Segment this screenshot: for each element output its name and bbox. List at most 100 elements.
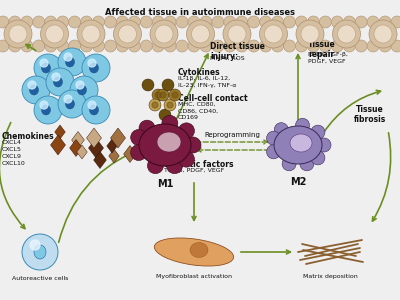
- Circle shape: [0, 16, 9, 28]
- Circle shape: [165, 82, 171, 88]
- Circle shape: [162, 112, 168, 118]
- Circle shape: [58, 90, 86, 118]
- Circle shape: [260, 16, 272, 28]
- Circle shape: [57, 40, 69, 52]
- Circle shape: [296, 118, 310, 132]
- Circle shape: [185, 137, 201, 153]
- Circle shape: [22, 234, 58, 270]
- Ellipse shape: [30, 85, 38, 95]
- Circle shape: [200, 40, 212, 52]
- Circle shape: [308, 16, 320, 28]
- Circle shape: [266, 131, 280, 145]
- Circle shape: [76, 81, 84, 89]
- Text: Reprogramming: Reprogramming: [204, 132, 260, 138]
- Ellipse shape: [157, 132, 181, 152]
- Circle shape: [45, 16, 57, 28]
- Circle shape: [319, 40, 331, 52]
- Text: Cytokines: Cytokines: [178, 68, 221, 77]
- Circle shape: [80, 16, 92, 28]
- Circle shape: [296, 40, 308, 52]
- Circle shape: [188, 16, 200, 28]
- Circle shape: [167, 102, 173, 108]
- Circle shape: [40, 101, 48, 109]
- Circle shape: [379, 40, 391, 52]
- Circle shape: [28, 81, 36, 89]
- Circle shape: [164, 40, 176, 52]
- Circle shape: [308, 40, 320, 52]
- Circle shape: [131, 130, 147, 146]
- Circle shape: [160, 92, 166, 98]
- Circle shape: [118, 25, 136, 43]
- Circle shape: [4, 20, 32, 48]
- Circle shape: [33, 40, 45, 52]
- Polygon shape: [86, 128, 102, 148]
- Polygon shape: [94, 152, 106, 169]
- Circle shape: [192, 25, 210, 43]
- Ellipse shape: [78, 85, 86, 95]
- Circle shape: [21, 40, 33, 52]
- Circle shape: [21, 16, 33, 28]
- Circle shape: [166, 158, 182, 174]
- Circle shape: [162, 79, 174, 91]
- Circle shape: [274, 123, 288, 137]
- Circle shape: [200, 16, 212, 28]
- Text: IL-10, TGF-β,
PDGF, VEGF: IL-10, TGF-β, PDGF, VEGF: [308, 52, 348, 64]
- Ellipse shape: [154, 238, 234, 266]
- Circle shape: [369, 20, 397, 48]
- Ellipse shape: [66, 57, 74, 67]
- Circle shape: [355, 40, 367, 52]
- Circle shape: [150, 20, 178, 48]
- Circle shape: [58, 48, 86, 76]
- Circle shape: [9, 16, 21, 28]
- Circle shape: [260, 20, 288, 48]
- Circle shape: [172, 92, 178, 98]
- Circle shape: [52, 73, 60, 81]
- Text: Chemokines: Chemokines: [2, 132, 55, 141]
- Circle shape: [69, 40, 81, 52]
- Circle shape: [152, 40, 164, 52]
- Polygon shape: [110, 128, 126, 148]
- Text: IL-1β, IL-6, IL-12,
IL-23, IFN-γ, TNF-α: IL-1β, IL-6, IL-12, IL-23, IFN-γ, TNF-α: [178, 76, 236, 88]
- Circle shape: [248, 40, 260, 52]
- Circle shape: [155, 92, 161, 98]
- Text: Affected tissue in autoimmune diseases: Affected tissue in autoimmune diseases: [105, 8, 295, 17]
- Circle shape: [224, 40, 236, 52]
- Circle shape: [319, 16, 331, 28]
- Circle shape: [169, 89, 181, 101]
- Circle shape: [34, 96, 62, 124]
- Ellipse shape: [190, 242, 208, 257]
- Circle shape: [22, 76, 50, 104]
- Circle shape: [128, 16, 140, 28]
- Circle shape: [88, 59, 96, 67]
- Text: Profibrotic factors: Profibrotic factors: [154, 160, 234, 169]
- Circle shape: [9, 25, 27, 43]
- Text: M2: M2: [290, 177, 306, 187]
- Circle shape: [260, 40, 272, 52]
- Ellipse shape: [34, 245, 46, 259]
- Text: M1: M1: [157, 179, 173, 189]
- Circle shape: [77, 20, 105, 48]
- Circle shape: [57, 16, 69, 28]
- Circle shape: [272, 16, 284, 28]
- Text: MHC, CD80,
CD86, CD40,
CD169: MHC, CD80, CD86, CD40, CD169: [178, 102, 218, 120]
- Circle shape: [46, 68, 74, 96]
- Circle shape: [248, 16, 260, 28]
- Circle shape: [379, 16, 391, 28]
- Circle shape: [0, 40, 9, 52]
- Circle shape: [188, 40, 200, 52]
- Circle shape: [212, 16, 224, 28]
- Polygon shape: [124, 146, 136, 163]
- Circle shape: [236, 16, 248, 28]
- Circle shape: [104, 40, 116, 52]
- Circle shape: [223, 20, 251, 48]
- Circle shape: [301, 25, 319, 43]
- Circle shape: [139, 120, 155, 136]
- Polygon shape: [107, 139, 117, 153]
- Circle shape: [131, 145, 147, 160]
- Circle shape: [30, 240, 40, 250]
- Circle shape: [343, 16, 355, 28]
- Circle shape: [212, 40, 224, 52]
- Circle shape: [374, 25, 392, 43]
- Circle shape: [82, 25, 100, 43]
- Polygon shape: [88, 138, 104, 158]
